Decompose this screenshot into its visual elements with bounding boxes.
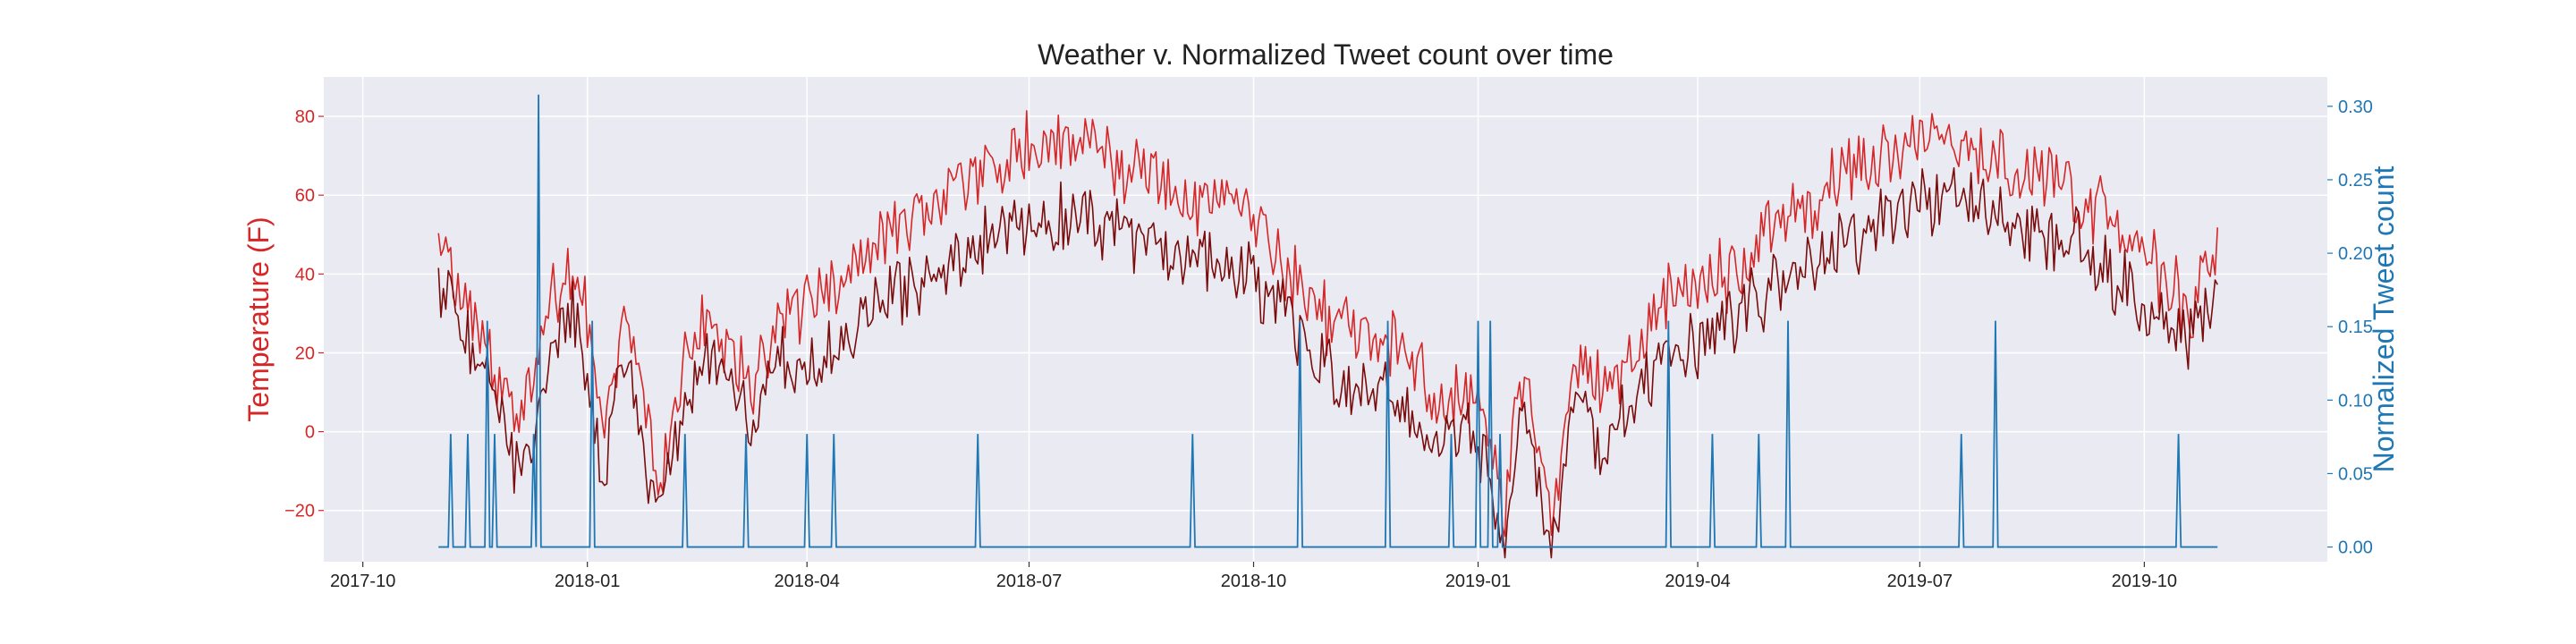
x-tick-label: 2018-07 [996,572,1062,591]
x-axis: 2017-10 2018-01 2018-04 2018-07 2018-10 2019-… [330,562,2177,591]
left-y-tick-label: 20 [295,343,315,363]
right-y-tick-label: 0.20 [2338,244,2373,264]
x-tick-label: 2019-04 [1665,572,1730,591]
left-y-tick-label: 80 [295,107,315,127]
x-tick-label: 2018-04 [775,572,840,591]
right-y-tick-label: 0.15 [2338,318,2373,337]
left-y-tick-label: 0 [305,423,315,443]
x-tick-label: 2018-01 [555,572,620,591]
x-tick-label: 2018-10 [1221,572,1286,591]
right-y-tick-label: 0.30 [2338,97,2373,117]
left-y-tick-label: 60 [295,186,315,206]
right-y-tick-label: 0.00 [2338,538,2373,558]
left-y-tick-label: 40 [295,265,315,284]
x-tick-label: 2019-01 [1445,572,1511,591]
series-layer [437,94,2219,559]
right-y-tick-label: 0.25 [2338,171,2373,191]
left-y-tick-label: −20 [284,502,315,521]
chart-title: Weather v. Normalized Tweet count over t… [1038,38,1614,71]
x-tick-label: 2019-10 [2112,572,2177,591]
right-y-axis: 0.00 0.05 0.10 0.15 0.20 0.25 0.30 [2327,97,2373,558]
series-line-temperature-high [437,110,2219,538]
left-y-axis: −20 0 20 40 60 80 [284,107,324,521]
x-tick-label: 2017-10 [330,572,395,591]
right-y-tick-label: 0.05 [2338,464,2373,484]
left-axis-label: Temperature (F) [242,216,275,421]
right-axis-label: Normalized Tweet count [2368,166,2400,473]
x-tick-label: 2019-07 [1887,572,1953,591]
series-line-tweet-count [438,94,2218,548]
series-line-temperature-low [437,167,2218,559]
right-y-tick-label: 0.10 [2338,391,2373,411]
